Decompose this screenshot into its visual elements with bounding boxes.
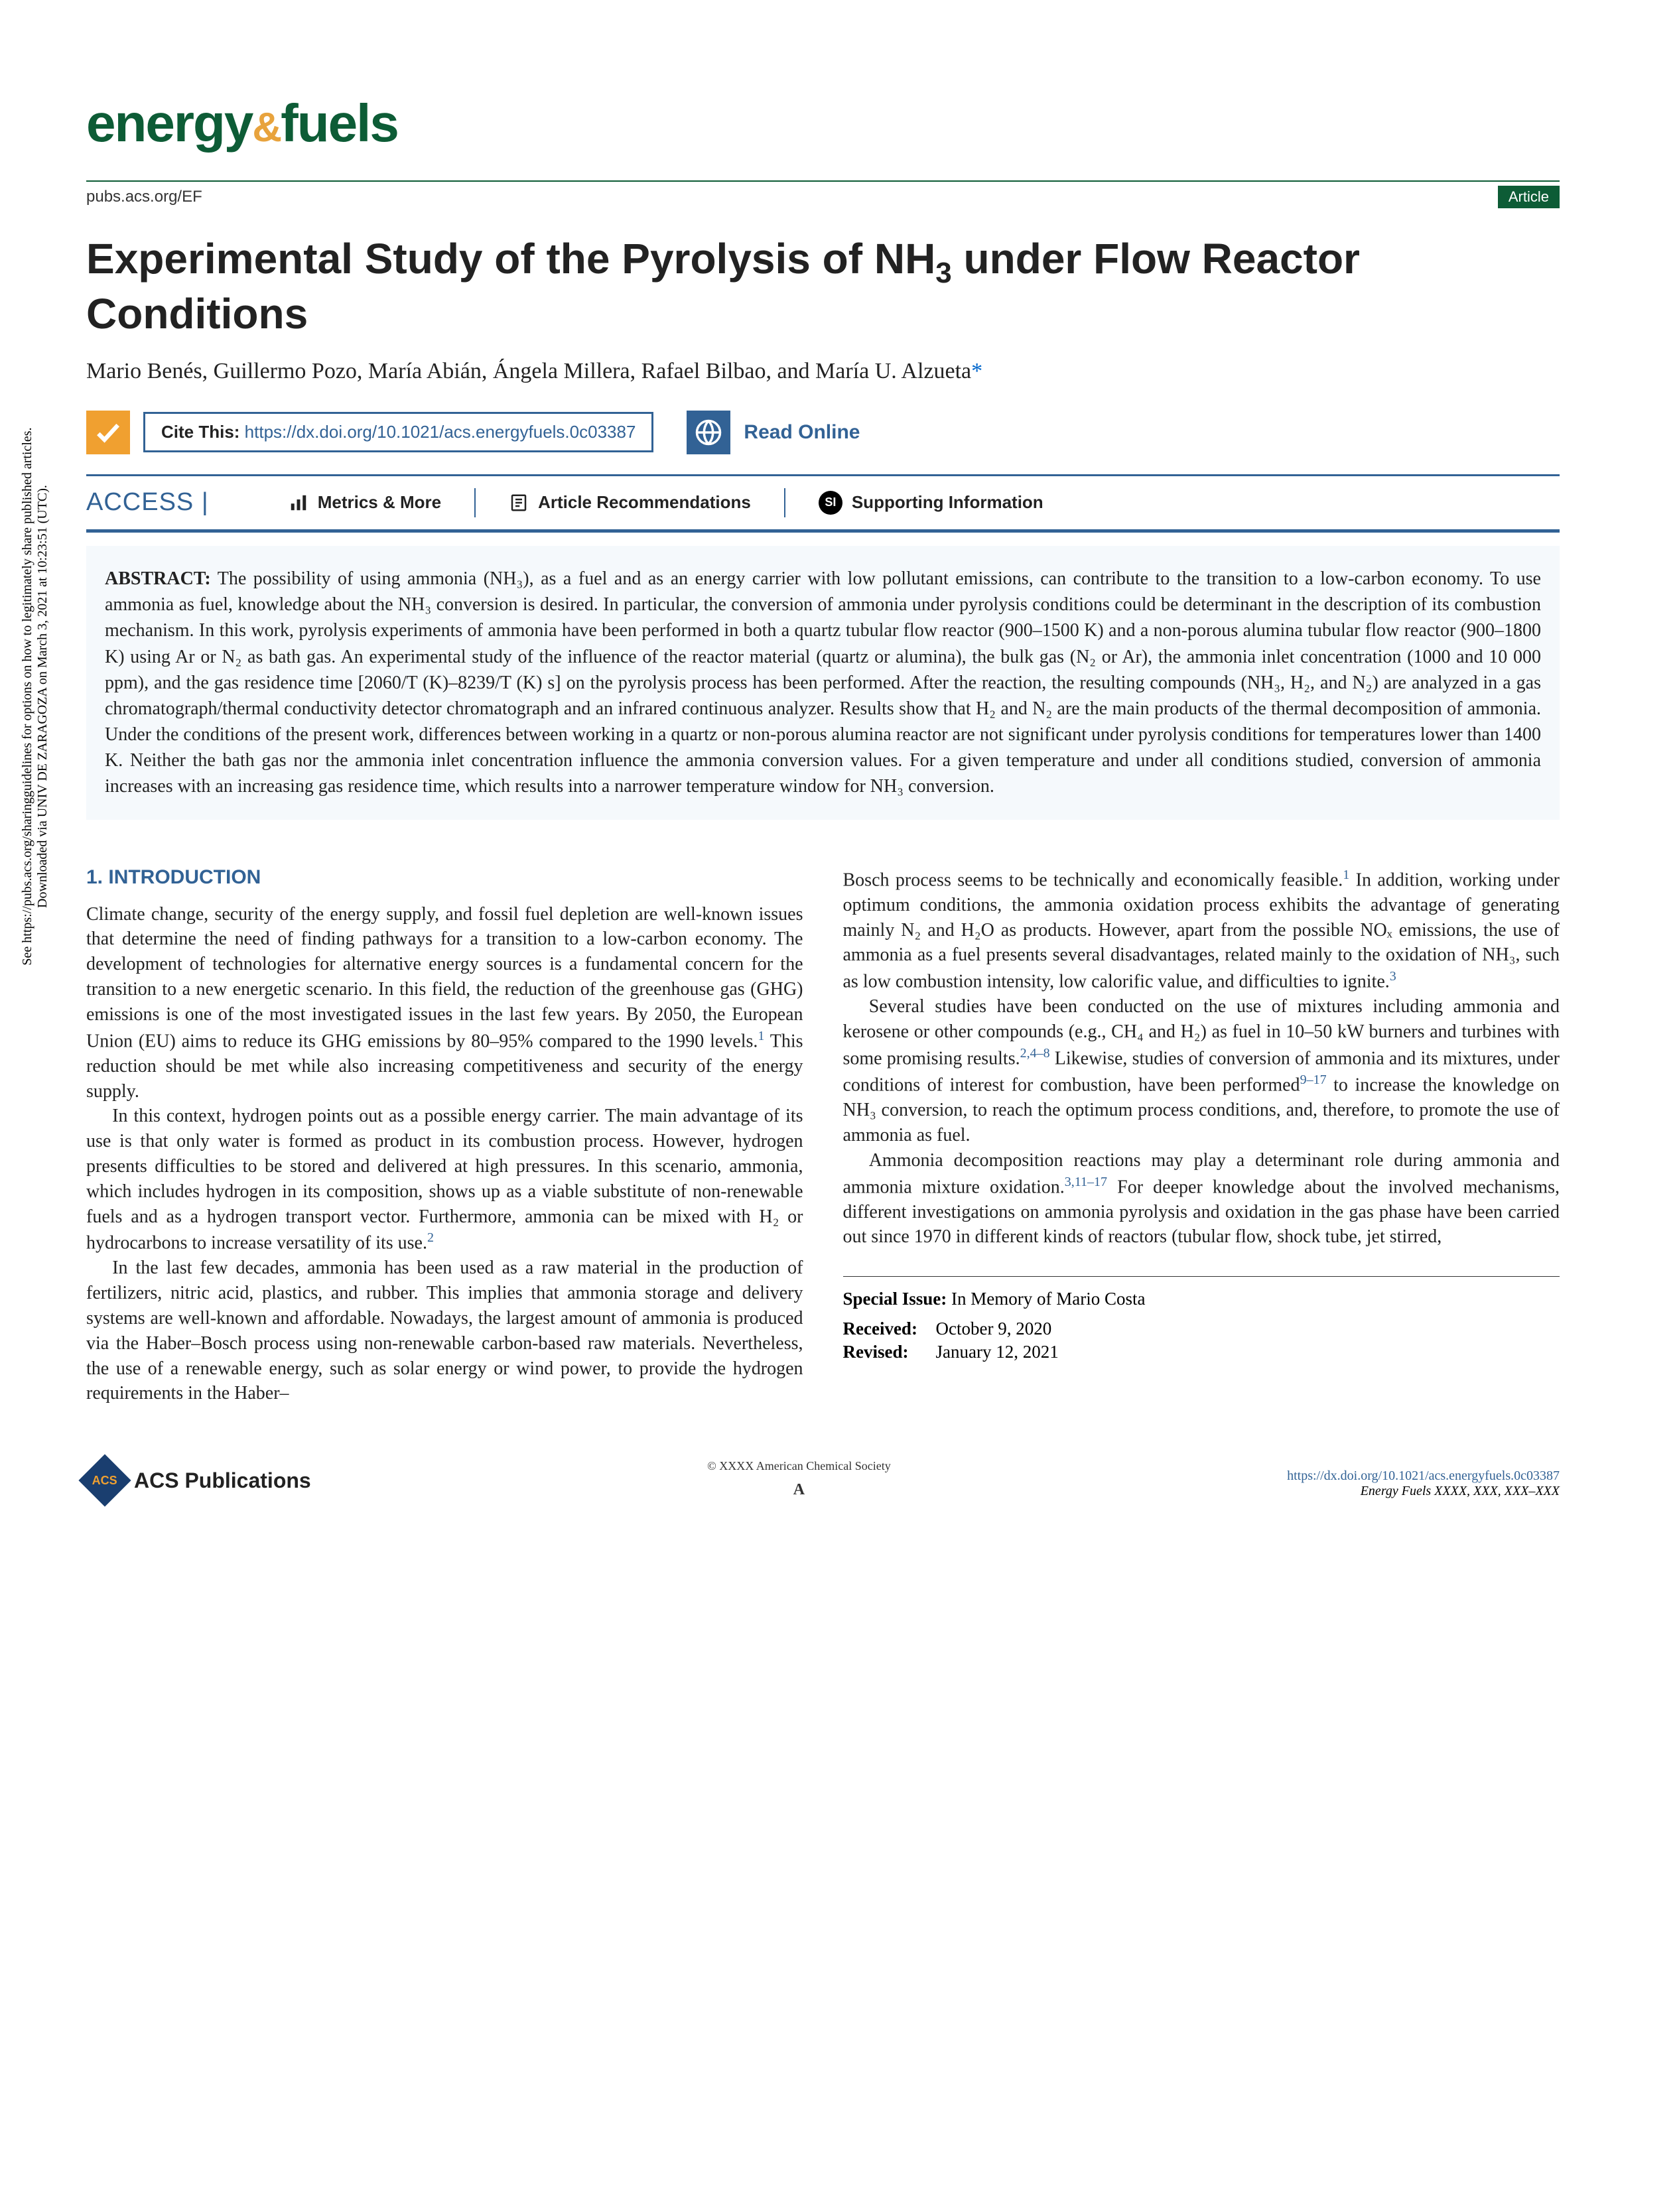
author-list: Mario Benés, Guillermo Pozo, María Abián… bbox=[86, 359, 1560, 384]
body-paragraph: Several studies have been conducted on t… bbox=[843, 994, 1560, 1147]
bar-chart-icon bbox=[289, 493, 308, 513]
header-bar: pubs.acs.org/EF Article bbox=[86, 180, 1560, 208]
left-column: 1. INTRODUCTION Climate change, security… bbox=[86, 866, 803, 1407]
pubs-link[interactable]: pubs.acs.org/EF bbox=[86, 188, 202, 206]
check-icon bbox=[86, 411, 130, 454]
article-page: energy&fuels pubs.acs.org/EF Article Exp… bbox=[53, 0, 1679, 1552]
copyright-text: © XXXX American Chemical Society bbox=[707, 1459, 891, 1473]
recommendations-link[interactable]: Article Recommendations bbox=[509, 492, 751, 513]
acs-diamond-icon: ACS bbox=[78, 1455, 131, 1507]
body-paragraph: In the last few decades, ammonia has bee… bbox=[86, 1256, 803, 1406]
revised-date: January 12, 2021 bbox=[936, 1342, 1059, 1362]
citation-bar: Cite This: https://dx.doi.org/10.1021/ac… bbox=[86, 411, 1560, 454]
special-issue-value: In Memory of Mario Costa bbox=[947, 1289, 1145, 1309]
intro-heading: 1. INTRODUCTION bbox=[86, 866, 803, 889]
read-online-link[interactable]: Read Online bbox=[744, 421, 860, 444]
special-issue-label: Special Issue: bbox=[843, 1289, 947, 1309]
body-paragraph: Ammonia decomposition reactions may play… bbox=[843, 1148, 1560, 1250]
body-paragraph: Bosch process seems to be technically an… bbox=[843, 866, 1560, 995]
revised-label: Revised: bbox=[843, 1342, 936, 1362]
body-columns: 1. INTRODUCTION Climate change, security… bbox=[86, 866, 1560, 1407]
download-notice-line2: See https://pubs.acs.org/sharingguidelin… bbox=[20, 298, 35, 1094]
cite-this-box: Cite This: https://dx.doi.org/10.1021/ac… bbox=[143, 412, 653, 452]
access-label[interactable]: ACCESS | bbox=[86, 488, 209, 517]
document-icon bbox=[509, 493, 529, 513]
article-title: Experimental Study of the Pyrolysis of N… bbox=[86, 235, 1560, 339]
cite-label: Cite This: bbox=[161, 422, 245, 442]
received-date: October 9, 2020 bbox=[936, 1319, 1052, 1338]
globe-icon bbox=[687, 411, 730, 454]
footer-doi-link[interactable]: https://dx.doi.org/10.1021/acs.energyfue… bbox=[1287, 1468, 1560, 1484]
body-paragraph: In this context, hydrogen points out as … bbox=[86, 1104, 803, 1256]
journal-logo: energy&fuels bbox=[86, 93, 1560, 154]
footer-right: https://dx.doi.org/10.1021/acs.energyfue… bbox=[1287, 1468, 1560, 1499]
abstract-label: ABSTRACT: bbox=[105, 568, 211, 589]
si-badge-icon: SI bbox=[819, 491, 842, 515]
supporting-info-link[interactable]: SI Supporting Information bbox=[819, 491, 1043, 515]
download-notice-line1: Downloaded via UNIV DE ZARAGOZA on March… bbox=[35, 298, 50, 1094]
metrics-link[interactable]: Metrics & More bbox=[289, 492, 441, 513]
cite-doi-link[interactable]: https://dx.doi.org/10.1021/acs.energyfue… bbox=[245, 422, 636, 442]
abstract-text: The possibility of using ammonia (NH₃), … bbox=[105, 568, 1541, 797]
page-footer: ACS ACS Publications © XXXX American Che… bbox=[86, 1459, 1560, 1499]
article-type-badge: Article bbox=[1498, 186, 1560, 208]
right-column: Bosch process seems to be technically an… bbox=[843, 866, 1560, 1407]
received-label: Received: bbox=[843, 1319, 936, 1339]
acs-publications-logo: ACS ACS Publications bbox=[86, 1462, 311, 1499]
download-notice-sidebar: See https://pubs.acs.org/sharingguidelin… bbox=[0, 0, 53, 1552]
body-paragraph: Climate change, security of the energy s… bbox=[86, 902, 803, 1104]
footer-journal-ref: Energy Fuels XXXX, XXX, XXX–XXX bbox=[1287, 1484, 1560, 1499]
page-number: A bbox=[707, 1481, 891, 1499]
access-toolbar: ACCESS | Metrics & More Article Recommen… bbox=[86, 474, 1560, 533]
article-dates: Special Issue: In Memory of Mario Costa … bbox=[843, 1276, 1560, 1362]
abstract-section: ABSTRACT: The possibility of using ammon… bbox=[86, 546, 1560, 820]
footer-center: © XXXX American Chemical Society A bbox=[707, 1459, 891, 1499]
